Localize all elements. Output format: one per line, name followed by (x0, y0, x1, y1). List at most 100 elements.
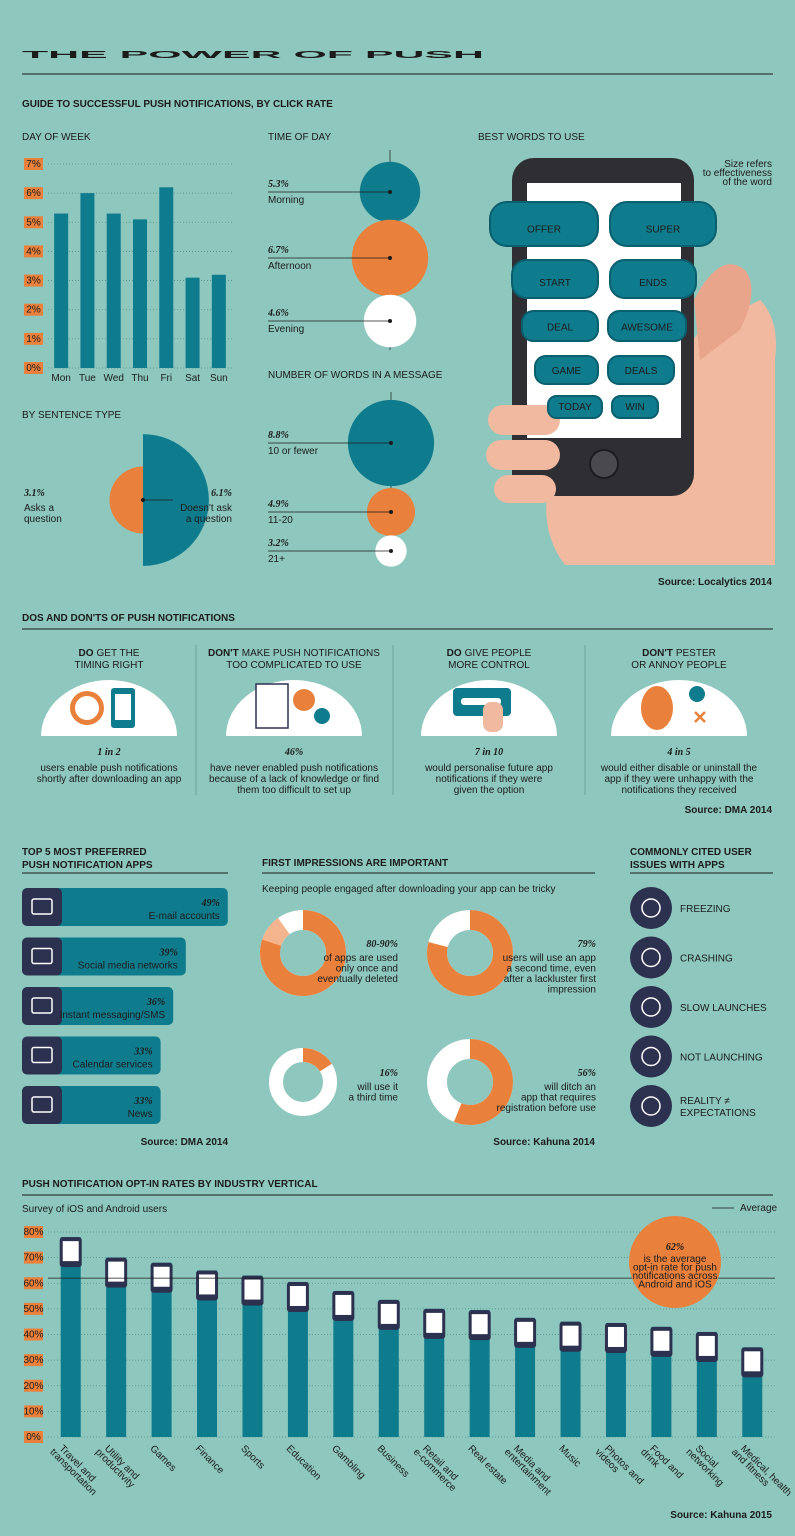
description: after a lackluster first (504, 974, 596, 985)
description: will ditch an (543, 1082, 596, 1093)
issue-icon-glyph (641, 997, 661, 1017)
description: impression (548, 985, 596, 996)
card-desc: users enable push notifications (40, 763, 177, 774)
x-tick-label: Mon (51, 373, 70, 384)
value-label: 16% (380, 1068, 398, 1079)
phone-screen (517, 1321, 534, 1342)
center-dot (141, 498, 145, 502)
card-lead: DON'T (208, 648, 239, 659)
value-label: 3.2% (267, 538, 289, 549)
chart-title: DAY OF WEEK (22, 132, 91, 143)
app-icon (22, 1036, 62, 1075)
value-label: 4.6% (267, 308, 289, 319)
y-tick-label: 0% (26, 1432, 41, 1443)
phone-screen (426, 1312, 443, 1333)
chart-title: TOP 5 MOST PREFERRED (22, 847, 147, 858)
word-button (609, 201, 717, 247)
issue-icon-glyph (641, 1046, 661, 1067)
value-label: 33% (133, 1096, 152, 1107)
icon (483, 702, 503, 732)
issue-icon (630, 936, 672, 979)
category-label: Morning (268, 195, 304, 206)
app-icon-glyph (31, 1096, 53, 1113)
category-label: Evening (268, 324, 304, 335)
annotation-text: is the average (644, 1254, 707, 1265)
y-tick-box (24, 1251, 43, 1264)
bar (40, 987, 174, 1025)
y-tick-box (24, 158, 43, 170)
center-dot (389, 510, 393, 514)
note: Size refers (724, 159, 772, 170)
y-tick-box (24, 245, 43, 258)
bar (80, 193, 95, 368)
y-tick-label: 1% (26, 334, 41, 345)
word-label: GAME (552, 366, 582, 377)
x-tick-label: Sat (185, 373, 200, 384)
icon (293, 689, 315, 711)
value-label: 6.7% (268, 245, 289, 256)
center-dot (389, 549, 393, 553)
y-tick-box (24, 216, 43, 229)
half-circle (109, 466, 143, 534)
chart-title: BY SENTENCE TYPE (22, 410, 121, 421)
word-label: WIN (625, 402, 644, 413)
bar (151, 1262, 172, 1437)
card-heading: TOO COMPLICATED TO USE (226, 660, 362, 671)
card-desc: notifications they received (621, 785, 736, 796)
phone-screen (471, 1314, 488, 1335)
app-icon (22, 987, 62, 1025)
issue-icon-glyph (641, 1096, 661, 1116)
category-label: Asks a (24, 503, 54, 514)
bar (106, 1257, 127, 1437)
word-label: AWESOME (621, 322, 673, 333)
y-tick-label: 30% (23, 1355, 43, 1366)
phone-screen (744, 1351, 761, 1372)
bar (40, 1086, 161, 1124)
category-label: News (128, 1109, 153, 1120)
issue-label: CRASHING (680, 954, 733, 965)
card-desc: would personalise future app (424, 763, 553, 774)
bar (211, 274, 226, 368)
x-tick-label: Wed (104, 373, 124, 384)
bar (469, 1310, 490, 1437)
y-tick-label: 70% (23, 1253, 43, 1264)
y-tick-box (24, 1302, 43, 1315)
bar (159, 187, 174, 368)
card-heading: DO GET THE (79, 648, 140, 659)
word-button (511, 259, 599, 299)
value-label: 33% (133, 1047, 152, 1058)
word-button (547, 395, 603, 419)
source: Source: DMA 2014 (141, 1137, 229, 1148)
y-tick-box (24, 303, 43, 316)
value-label: 4.9% (267, 499, 289, 510)
y-tick-label: 4% (26, 246, 41, 257)
card-heading-text: GET THE (97, 648, 140, 659)
issue-label: REALITY ≠ (680, 1096, 730, 1107)
category-label: Doesn't ask (180, 503, 233, 514)
category-label: E-mail accounts (149, 911, 220, 922)
word-label: ENDS (639, 278, 667, 289)
value-label: 8.8% (268, 430, 289, 441)
icon (694, 711, 706, 723)
card-heading: OR ANNOY PEOPLE (631, 660, 727, 671)
annotation-text: opt-in rate for push (633, 1263, 717, 1274)
card-heading: DO GIVE PEOPLE (447, 648, 532, 659)
issue-label: NOT LAUNCHING (680, 1053, 763, 1064)
app-icon-glyph (31, 997, 53, 1014)
category-label: Calendar services (73, 1060, 153, 1071)
issue-icon-glyph (641, 947, 661, 968)
annotation-text: Android and iOS (638, 1280, 712, 1291)
y-tick-box (24, 274, 43, 287)
card-lead: DO (447, 648, 462, 659)
bar (40, 888, 228, 926)
value-label: 36% (146, 997, 165, 1008)
card-desc: them too difficult to set up (237, 785, 351, 796)
y-tick-label: 2% (26, 305, 41, 316)
y-tick-box (24, 1226, 43, 1238)
bar (54, 213, 69, 368)
icon (689, 686, 705, 702)
phone-screen (108, 1261, 125, 1282)
value-label: 49% (200, 898, 219, 909)
card-heading-text: GIVE PEOPLE (465, 648, 532, 659)
chart-title: PUSH NOTIFICATION APPS (22, 860, 153, 871)
